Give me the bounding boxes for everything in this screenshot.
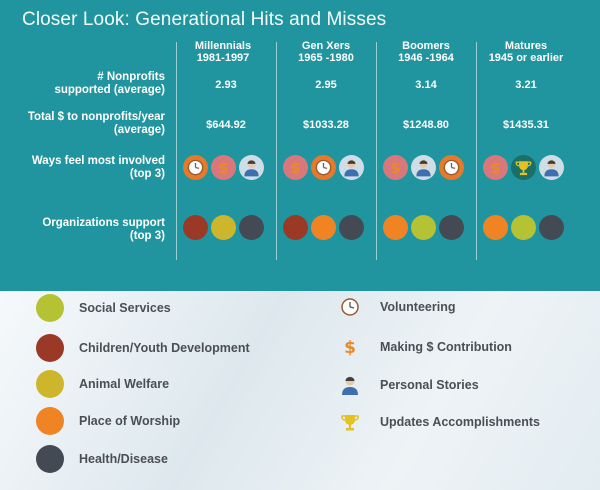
column-divider [276, 42, 277, 260]
trophy-icon [336, 408, 364, 436]
legend-label: Personal Stories [380, 378, 479, 392]
column-name: Gen Xers [301, 40, 351, 52]
legend-label: Making $ Contribution [380, 340, 512, 354]
svg-text:$: $ [390, 159, 401, 177]
total-boomers: $1248.80 [403, 119, 449, 131]
column-divider [176, 42, 177, 260]
organization-dot [239, 215, 264, 240]
row-label-ways: Ways feel most involved (top 3) [0, 155, 165, 181]
column-name: Millennials [194, 40, 252, 52]
column-header-matures: Matures 1945 or earlier [476, 40, 576, 64]
row-label-line: supported (average) [54, 84, 165, 96]
dollar-icon: $ [483, 155, 508, 180]
column-years: 1965 -1980 [298, 52, 354, 64]
column-divider [376, 42, 377, 260]
person-icon [339, 155, 364, 180]
dollar-icon: $ [283, 155, 308, 180]
organization-dot [311, 215, 336, 240]
organization-dot [539, 215, 564, 240]
legend-swatch [36, 370, 64, 398]
legend-swatch [36, 407, 64, 435]
row-label-line: (top 3) [129, 230, 165, 242]
legend-swatch [36, 334, 64, 362]
top-panel: Closer Look: Generational Hits and Misse… [0, 0, 600, 291]
legend-label: Animal Welfare [79, 377, 170, 391]
svg-text:$: $ [290, 159, 301, 177]
organization-dot [411, 215, 436, 240]
legend-label: Updates Accomplishments [380, 415, 540, 429]
row-label-line: # Nonprofits [97, 71, 165, 83]
legend-label: Social Services [79, 301, 171, 315]
total-gen-xers: $1033.28 [303, 119, 349, 131]
organization-dot [439, 215, 464, 240]
legend-label: Children/Youth Development [79, 341, 250, 355]
column-years: 1981-1997 [196, 52, 250, 64]
row-label-line: Organizations support [42, 217, 165, 229]
volunteering-icon [311, 155, 336, 180]
organization-dot [483, 215, 508, 240]
nonprofits-matures: 3.21 [515, 79, 537, 91]
row-label-line: (average) [113, 124, 165, 136]
legend-swatch [36, 445, 64, 473]
page-title: Closer Look: Generational Hits and Misse… [22, 9, 387, 30]
row-label-line: Ways feel most involved [31, 155, 165, 167]
column-years: 1945 or earlier [488, 52, 564, 64]
dollar-icon: $ [336, 333, 364, 361]
person-icon [336, 371, 364, 399]
legend-panel: Social Services Children/Youth Developmen… [0, 291, 600, 490]
row-label-orgs: Organizations support (top 3) [0, 217, 165, 243]
trophy-icon [511, 155, 536, 180]
nonprofits-millennials: 2.93 [215, 79, 237, 91]
person-icon [539, 155, 564, 180]
svg-text:$: $ [344, 338, 356, 358]
organization-dot [283, 215, 308, 240]
organization-dot [211, 215, 236, 240]
svg-text:$: $ [490, 159, 501, 177]
row-label-nonprofits: # Nonprofits supported (average) [0, 71, 165, 97]
row-label-line: (top 3) [129, 168, 165, 180]
nonprofits-gen-xers: 2.95 [315, 79, 337, 91]
column-header-gen-xers: Gen Xers 1965 -1980 [276, 40, 376, 64]
organization-dot [339, 215, 364, 240]
nonprofits-boomers: 3.14 [415, 79, 437, 91]
organization-dot [383, 215, 408, 240]
svg-text:$: $ [218, 159, 229, 177]
volunteering-icon [336, 293, 364, 321]
person-icon [411, 155, 436, 180]
dollar-icon: $ [211, 155, 236, 180]
volunteering-icon [183, 155, 208, 180]
dollar-icon: $ [383, 155, 408, 180]
row-label-total: Total $ to nonprofits/year (average) [0, 111, 165, 137]
legend-label: Health/Disease [79, 452, 168, 466]
column-years: 1946 -1964 [398, 52, 454, 64]
column-name: Matures [504, 40, 548, 52]
volunteering-icon [439, 155, 464, 180]
legend-label: Place of Worship [79, 414, 181, 428]
column-name: Boomers [402, 40, 450, 52]
person-icon [239, 155, 264, 180]
row-label-line: Total $ to nonprofits/year [27, 111, 165, 123]
column-header-boomers: Boomers 1946 -1964 [376, 40, 476, 64]
organization-dot [183, 215, 208, 240]
legend-swatch [36, 294, 64, 322]
total-matures: $1435.31 [503, 119, 549, 131]
column-header-millennials: Millennials 1981-1997 [173, 40, 273, 64]
organization-dot [511, 215, 536, 240]
column-divider [476, 42, 477, 260]
total-millennials: $644.92 [206, 119, 246, 131]
legend-label: Volunteering [380, 300, 456, 314]
